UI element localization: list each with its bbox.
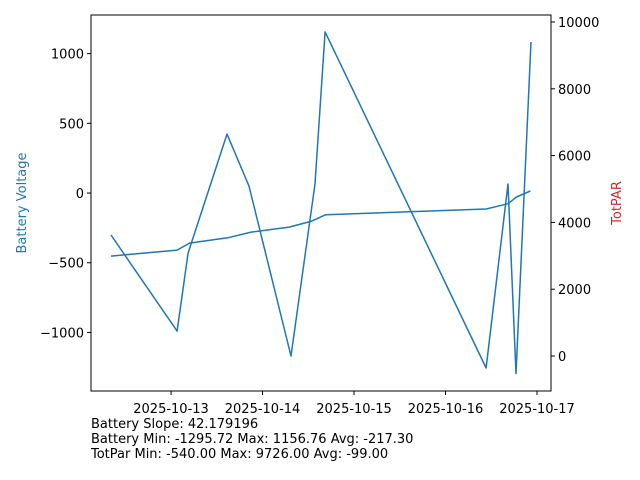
y-axis-label: Battery Voltage — [15, 152, 30, 253]
y-right-tick-label: 2000 — [558, 283, 591, 298]
y-axis-right-label: TotPAR — [610, 181, 625, 226]
battery-slope-text: Battery Slope: 42.179196 — [91, 417, 259, 432]
y-right-tick-label: 0 — [558, 350, 566, 365]
x-tick-label: 2025-10-17 — [499, 402, 575, 417]
x-tick-label: 2025-10-14 — [225, 402, 301, 417]
battery-stats-text: Battery Min: -1295.72 Max: 1156.76 Avg: … — [91, 432, 414, 447]
totpar-stats-text: TotPar Min: -540.00 Max: 9726.00 Avg: -9… — [91, 447, 389, 462]
x-tick-label: 2025-10-13 — [133, 402, 209, 417]
series-line-battery-voltage — [110, 31, 532, 375]
x-tick-label: 2025-10-15 — [316, 402, 392, 417]
y-tick-label: 500 — [59, 117, 84, 132]
y-right-tick-label: 4000 — [558, 216, 591, 231]
plot-frame — [90, 14, 552, 392]
x-tick-label: 2025-10-16 — [408, 402, 484, 417]
y-right-tick-label: 8000 — [558, 83, 591, 98]
stats-block: Battery Slope: 42.179196 Battery Min: -1… — [91, 417, 413, 462]
y-tick-label: 0 — [76, 187, 84, 202]
y-tick-label: −500 — [48, 257, 84, 272]
y-tick-label: −1000 — [40, 326, 84, 341]
y-tick-label: 1000 — [51, 48, 84, 63]
y-right-tick-label: 10000 — [558, 16, 599, 31]
series-line-totpar — [110, 190, 531, 257]
y-right-tick-label: 6000 — [558, 150, 591, 165]
